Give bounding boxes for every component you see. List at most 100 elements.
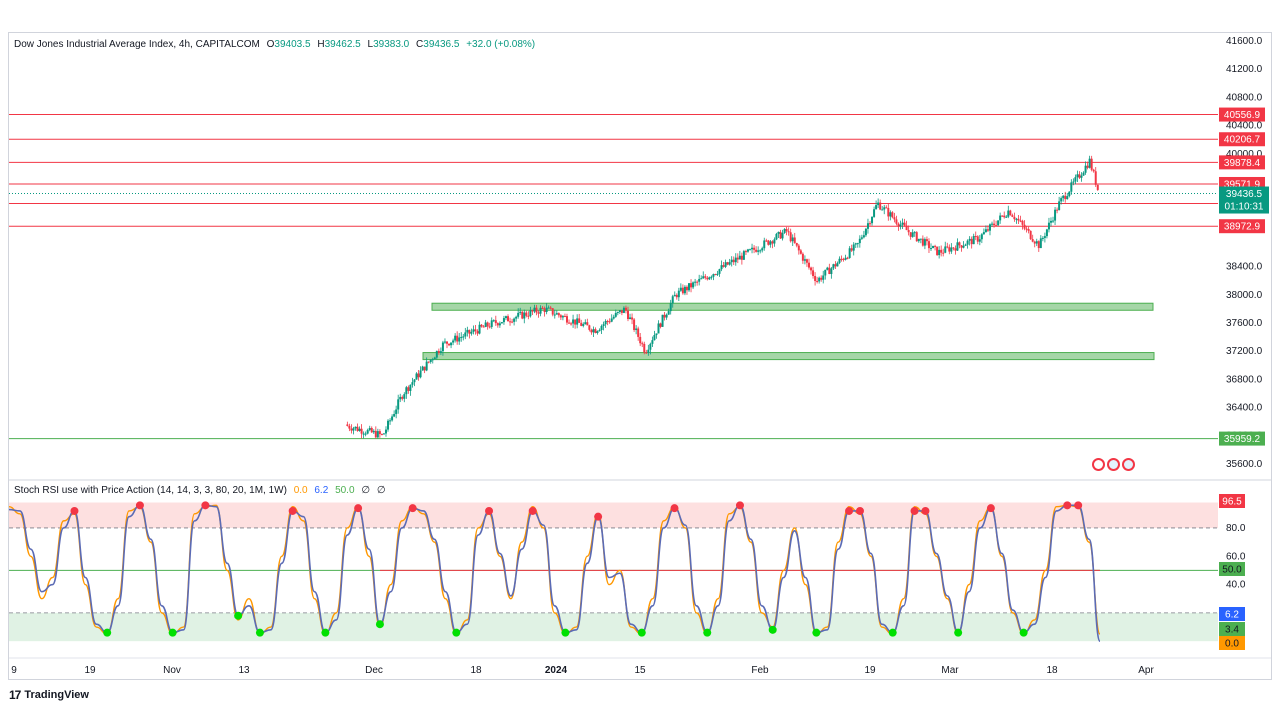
candle-body	[376, 431, 379, 438]
candle-body	[586, 322, 589, 326]
candle-body	[1045, 229, 1048, 237]
candlesticks	[346, 155, 1099, 439]
oversold-dot	[954, 628, 963, 637]
candle-body	[1001, 215, 1004, 217]
candle-body	[578, 318, 581, 323]
candle-body	[787, 231, 790, 233]
price-tick-label: 38400.0	[1226, 262, 1263, 273]
candle-body	[799, 250, 802, 254]
candle-body	[846, 257, 849, 259]
event-icons[interactable]	[1092, 458, 1135, 471]
candle-body	[533, 307, 536, 312]
candle-body	[925, 239, 928, 242]
oversold-dot	[103, 628, 112, 637]
candle-body	[1078, 174, 1081, 178]
candle-body	[742, 251, 745, 260]
candle-body	[515, 316, 518, 319]
us-flag-icon[interactable]	[1107, 458, 1120, 471]
osc-tick-label: 60.0	[1226, 551, 1246, 562]
candle-body	[551, 308, 554, 315]
osc-value-box	[1219, 607, 1245, 621]
candle-body	[1084, 165, 1087, 173]
candle-body	[1033, 241, 1036, 244]
candle-body	[934, 245, 937, 247]
candle-body	[545, 307, 548, 313]
candle-body	[887, 208, 890, 217]
candle-body	[704, 276, 707, 278]
candle-body	[456, 335, 459, 342]
candle-body	[905, 225, 908, 231]
indicator-legend[interactable]: Stoch RSI use with Price Action (14, 14,…	[14, 485, 390, 496]
candle-body	[995, 225, 998, 227]
candle-body	[352, 428, 355, 431]
price-tick-label: 37600.0	[1226, 318, 1263, 329]
support-zone	[422, 352, 1155, 361]
level-labels: 40556.940206.739878.439571.939295.838972…	[1219, 107, 1269, 446]
osc-value-box	[1219, 562, 1245, 576]
candle-body	[1054, 209, 1057, 221]
candle-body	[726, 262, 729, 265]
candle-body	[401, 396, 404, 399]
us-flag-icon-2[interactable]	[1122, 458, 1135, 471]
oversold-dot	[168, 628, 177, 637]
candle-body	[1086, 165, 1089, 168]
candle-body	[964, 244, 967, 246]
candle-body	[572, 319, 575, 324]
candle-body	[580, 322, 583, 326]
candle-body	[962, 245, 965, 248]
candle-body	[1066, 196, 1069, 200]
candle-body	[474, 329, 477, 332]
candle-body	[480, 324, 483, 327]
candle-body	[866, 223, 869, 229]
candle-body	[543, 308, 546, 313]
time-axis: 9 19 Nov 13 Dec 18 2024 15 Feb 19 Mar 18 Apr	[9, 657, 1271, 676]
candle-body	[816, 280, 819, 282]
overbought-dot	[855, 506, 864, 515]
candle-body	[740, 255, 743, 260]
candle-body	[535, 307, 538, 313]
overbought-dot	[485, 506, 494, 515]
tradingview-logo[interactable]: 17 TradingView	[9, 688, 89, 702]
price-axis: 41600.0 41200.0 40800.0 40400.0 40000.0 38400…	[1226, 36, 1263, 470]
candle-body	[1096, 184, 1099, 190]
flag-icon[interactable]	[1092, 458, 1105, 471]
candle-body	[911, 232, 914, 237]
candle-body	[1007, 210, 1010, 217]
candle-body	[923, 239, 926, 246]
price-tick-label: 37200.0	[1226, 346, 1263, 357]
candle-body	[1003, 215, 1006, 218]
candle-body	[612, 316, 615, 319]
candle-body	[775, 233, 778, 240]
candle-body	[858, 238, 861, 244]
candle-body	[972, 236, 975, 245]
overbought-band	[9, 502, 1218, 528]
candle-body	[472, 329, 475, 332]
candle-body	[1017, 218, 1020, 221]
symbol-legend[interactable]: Dow Jones Industrial Average Index, 4h, …	[14, 39, 539, 50]
time-tick-label: Dec	[365, 665, 383, 676]
level-label: 40556.9	[1224, 110, 1261, 121]
time-tick-label: 19	[864, 665, 876, 676]
low-label: L	[367, 39, 374, 50]
candle-body	[781, 232, 784, 239]
oversold-dot	[561, 628, 570, 637]
candle-body	[832, 264, 835, 269]
level-label-box	[1219, 132, 1265, 147]
open-label: O	[266, 39, 275, 50]
candle-body	[690, 283, 693, 288]
close-value: 39436.5	[423, 39, 460, 50]
candle-body	[1031, 239, 1034, 242]
candle-body	[974, 236, 977, 238]
candle-body	[871, 216, 874, 224]
candle-body	[413, 379, 416, 383]
candle-body	[468, 329, 471, 334]
level-label: 39878.4	[1224, 158, 1261, 169]
high-label: H	[317, 39, 325, 50]
candle-body	[1070, 182, 1073, 192]
candle-body	[873, 209, 876, 217]
candle-body	[366, 430, 369, 434]
symbol-title: Dow Jones Industrial Average Index, 4h, …	[14, 39, 260, 50]
candle-body	[629, 317, 632, 320]
overbought-dot	[408, 504, 417, 513]
